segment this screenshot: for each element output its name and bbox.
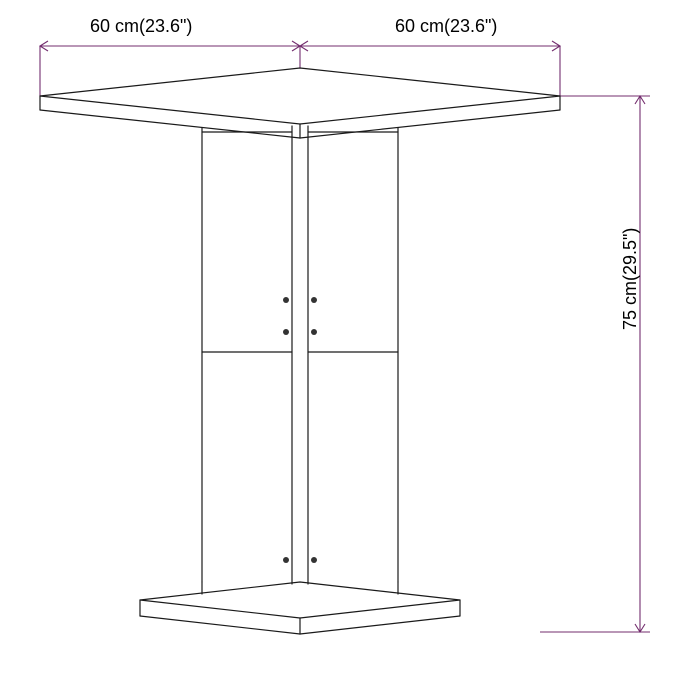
dim-label-depth: 60 cm(23.6") (395, 16, 497, 37)
base-top-face (140, 582, 460, 618)
table-line-drawing (0, 0, 700, 700)
dimension-lines (40, 41, 650, 632)
diagram-stage: 60 cm(23.6") 60 cm(23.6") 75 cm(29.5") (0, 0, 700, 700)
screw-dots (283, 297, 317, 563)
dim-label-width: 60 cm(23.6") (90, 16, 192, 37)
tabletop-top-face (40, 68, 560, 124)
dim-label-height: 75 cm(29.5") (620, 228, 641, 330)
table-outline (40, 68, 560, 634)
